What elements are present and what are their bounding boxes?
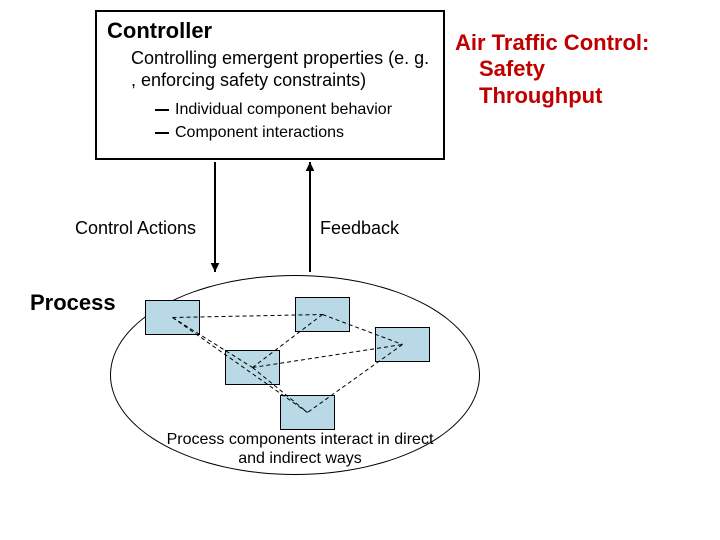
arrow-group [211, 162, 315, 272]
side-text: Air Traffic Control: Safety Throughput [455, 30, 649, 109]
side-item: Throughput [479, 83, 649, 109]
bullet-text: Component interactions [175, 122, 344, 144]
process-box [295, 297, 350, 332]
side-title: Air Traffic Control: [455, 30, 649, 56]
process-label: Process [30, 290, 116, 316]
side-item: Safety [479, 56, 649, 82]
bullet-row: Individual component behavior [155, 99, 433, 121]
dash-icon [155, 109, 169, 111]
controller-bullets: Individual component behavior Component … [155, 99, 433, 144]
bullet-text: Individual component behavior [175, 99, 392, 121]
bullet-row: Component interactions [155, 122, 433, 144]
feedback-label: Feedback [320, 218, 399, 239]
control-actions-label: Control Actions [75, 218, 196, 239]
controller-box: Controller Controlling emergent properti… [95, 10, 445, 160]
process-box [280, 395, 335, 430]
dash-icon [155, 132, 169, 134]
controller-subtitle: Controlling emergent properties (e. g. ,… [131, 48, 433, 91]
process-box [375, 327, 430, 362]
process-box [145, 300, 200, 335]
process-box [225, 350, 280, 385]
controller-title: Controller [107, 18, 433, 44]
process-caption: Process components interact in direct an… [160, 430, 440, 468]
